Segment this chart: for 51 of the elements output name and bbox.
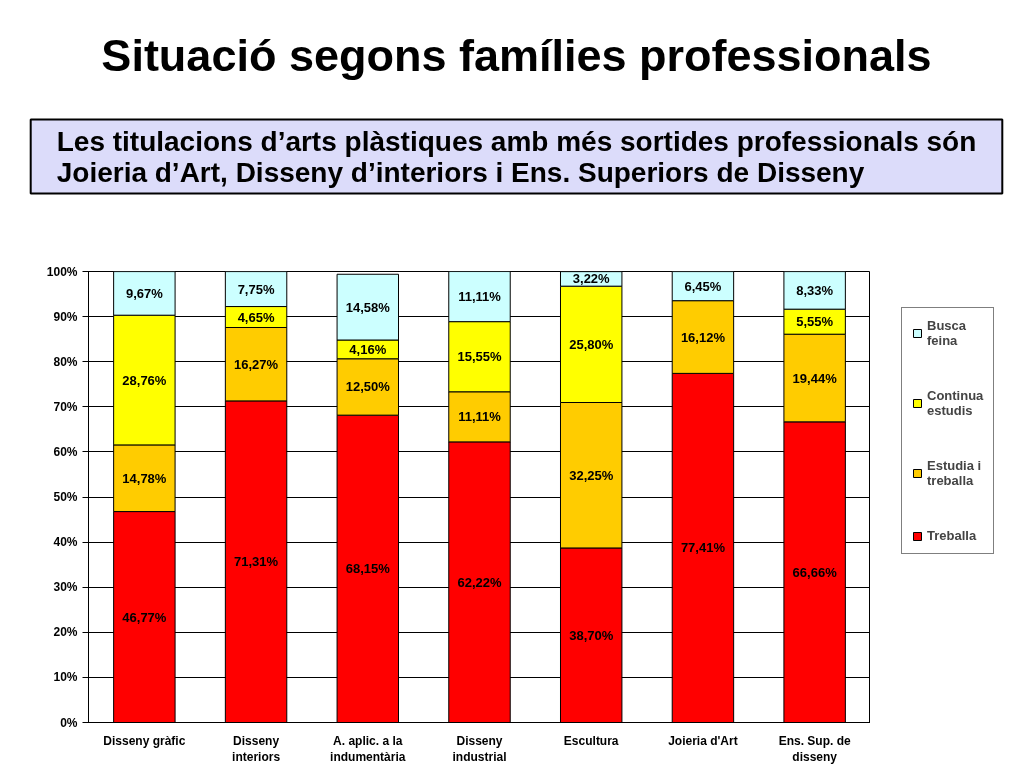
data-label: 68,15%: [345, 561, 391, 577]
y-tick-label: 100%: [46, 264, 78, 279]
chart-title: Situació segons famílies professionals: [101, 29, 932, 81]
data-label: 5,55%: [796, 314, 834, 330]
data-label: 7,75%: [237, 281, 275, 297]
y-tick-label: 50%: [53, 490, 78, 504]
data-label: 14,78%: [122, 470, 167, 486]
y-tick-label: 60%: [53, 444, 78, 459]
data-label: 4,16%: [349, 341, 387, 357]
data-label: 46,77%: [122, 609, 167, 625]
data-label: 8,33%: [796, 282, 834, 298]
data-label: 11,11%: [458, 289, 502, 305]
legend-label: Busca feina: [927, 318, 967, 348]
y-tick-label: 70%: [53, 399, 78, 414]
data-label: 16,27%: [234, 356, 279, 372]
x-tick-label: Joieria d'Art: [668, 733, 738, 748]
x-tick-label: A. aplic. a la indumentària: [330, 733, 406, 765]
data-label: 19,44%: [792, 370, 838, 386]
data-label: 28,76%: [122, 372, 167, 388]
x-tick-label: Ens. Sup. de disseny: [778, 733, 851, 765]
data-label: 62,22%: [457, 574, 502, 590]
data-label: 77,41%: [680, 540, 726, 556]
x-tick-label: Disseny industrial: [452, 733, 507, 765]
data-label: 12,50%: [345, 379, 391, 395]
data-label: 15,55%: [457, 349, 502, 365]
data-label: 66,66%: [792, 564, 838, 580]
data-label: 16,12%: [680, 329, 726, 345]
data-label: 9,67%: [125, 285, 164, 301]
y-tick-label: 90%: [53, 309, 78, 324]
y-tick-label: 20%: [53, 625, 78, 640]
data-label: 38,70%: [569, 627, 614, 643]
x-tick-label: Disseny gràfic: [103, 733, 186, 748]
y-tick-label: 30%: [53, 580, 78, 595]
data-label: 32,25%: [569, 467, 614, 483]
y-tick-label: 40%: [53, 535, 78, 550]
data-label: 71,31%: [234, 554, 279, 570]
legend-label: Estudia i treballa: [927, 458, 982, 488]
data-label: 6,45%: [684, 278, 722, 294]
data-label: 3,22%: [572, 271, 611, 287]
legend-label: Continua estudis: [927, 388, 984, 418]
data-label: 4,65%: [237, 309, 275, 325]
y-tick-label: 80%: [53, 354, 78, 369]
chart-subtitle: Les titulacions d’arts plàstiques amb més sortides professionals són Joieria d’Art, Disseny d’interiors i Ens. Superiors de Disseny: [56, 125, 977, 188]
y-tick-label: 0%: [60, 715, 78, 730]
data-label: 14,58%: [345, 299, 391, 315]
data-label: 25,80%: [569, 336, 614, 352]
x-tick-label: Escultura: [563, 733, 619, 748]
data-label: 11,11%: [458, 409, 502, 425]
x-tick-label: Disseny interiors: [232, 733, 281, 765]
y-tick-label: 10%: [53, 670, 78, 685]
legend-label: Treballa: [927, 528, 977, 543]
